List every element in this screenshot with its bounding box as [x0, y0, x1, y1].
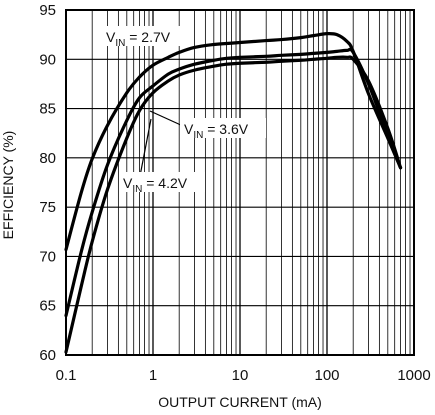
x-axis-title: OUTPUT CURRENT (mA) [158, 394, 322, 410]
x-tick-label: 10 [232, 367, 249, 384]
y-tick-labels: 60 65 70 75 80 85 90 95 [39, 2, 56, 364]
plot-frame [65, 9, 415, 356]
x-tick-label: 100 [314, 367, 339, 384]
svg-text:VIN = 4.2V: VIN = 4.2V [123, 175, 188, 195]
series-label-v: V [123, 175, 133, 191]
y-tick-label: 65 [39, 298, 56, 315]
series-label-value: = 4.2V [142, 175, 187, 191]
series-label-sub: IN [115, 38, 125, 49]
x-tick-label: 0.1 [56, 367, 77, 384]
svg-text:VIN = 2.7V: VIN = 2.7V [106, 29, 171, 49]
x-tick-label: 1000 [397, 367, 430, 384]
series-label-v: V [106, 29, 116, 45]
series-label-value: = 2.7V [125, 29, 170, 45]
y-tick-label: 85 [39, 101, 56, 118]
y-tick-label: 60 [39, 347, 56, 364]
series-label-sub: IN [132, 184, 142, 195]
series-label-v: V [184, 121, 194, 137]
series-label-leader [149, 110, 184, 127]
y-axis-title: EFFICIENCY (%) [0, 131, 16, 240]
y-tick-label: 75 [39, 199, 56, 216]
x-tick-label: 1 [149, 367, 157, 384]
series-label-leader [139, 118, 152, 177]
series-label-vin-3-6: VIN = 3.6V [149, 110, 266, 141]
y-tick-label: 95 [39, 2, 56, 19]
series-label-vin-4-2: VIN = 4.2V [119, 118, 205, 195]
series-line-2 [64, 55, 403, 354]
y-tick-label: 90 [39, 51, 56, 68]
y-tick-label: 70 [39, 248, 56, 265]
series-label-vin-2-7: VIN = 2.7V [101, 26, 187, 49]
series-line-1 [64, 47, 403, 318]
svg-text:VIN = 3.6V: VIN = 3.6V [184, 121, 249, 141]
series-layer [64, 31, 403, 354]
series-label-sub: IN [193, 130, 203, 141]
series-line-0 [64, 31, 403, 252]
y-tick-label: 80 [39, 150, 56, 167]
series-label-value: = 3.6V [203, 121, 248, 137]
x-tick-labels: 0.1 1 10 100 1000 [56, 367, 431, 384]
